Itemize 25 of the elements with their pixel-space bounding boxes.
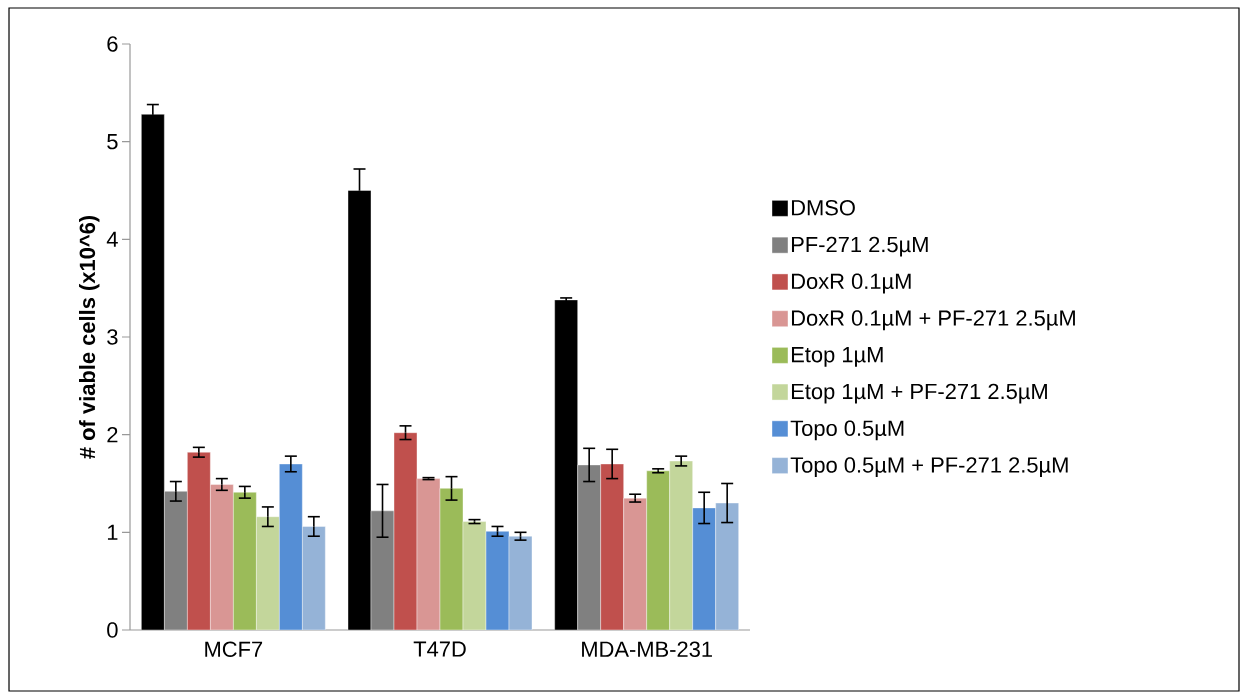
- y-tick-label: 5: [107, 134, 118, 150]
- bar: [256, 516, 280, 630]
- bar: [302, 526, 326, 630]
- legend-label: DoxR 0.1µM + PF-271 2.5µM: [791, 310, 1075, 331]
- legend-label: PF-271 2.5µM: [791, 236, 928, 257]
- y-tick-label: 4: [106, 231, 118, 247]
- y-tick-label: 2: [107, 426, 118, 443]
- y-tick-label: 0: [107, 622, 118, 638]
- legend-label: Topo 0.5µM + PF-271 2.5µM: [790, 457, 1068, 478]
- legend-label: Etop 1µM + PF-271 2.5µM: [791, 383, 1047, 404]
- bar: [669, 460, 693, 630]
- y-axis-title: # of viable cells (x10^6): [79, 215, 100, 459]
- x-tick-label: MDA-MB-231: [582, 641, 712, 658]
- bar: [715, 502, 739, 630]
- legend-label: Topo 0.5µM: [790, 420, 904, 441]
- bar: [462, 521, 487, 630]
- bar: [508, 536, 533, 630]
- y-tick-label: 3: [107, 329, 118, 345]
- x-tick-label: T47D: [413, 641, 466, 657]
- y-tick-label: 1: [107, 524, 118, 540]
- y-tick-label: 6: [107, 36, 118, 52]
- legend-label: DMSO: [791, 199, 855, 216]
- legend-label: DoxR 0.1µM: [791, 273, 911, 294]
- x-tick-label: MCF7: [205, 641, 263, 658]
- legend-label: Etop 1µM: [791, 347, 883, 367]
